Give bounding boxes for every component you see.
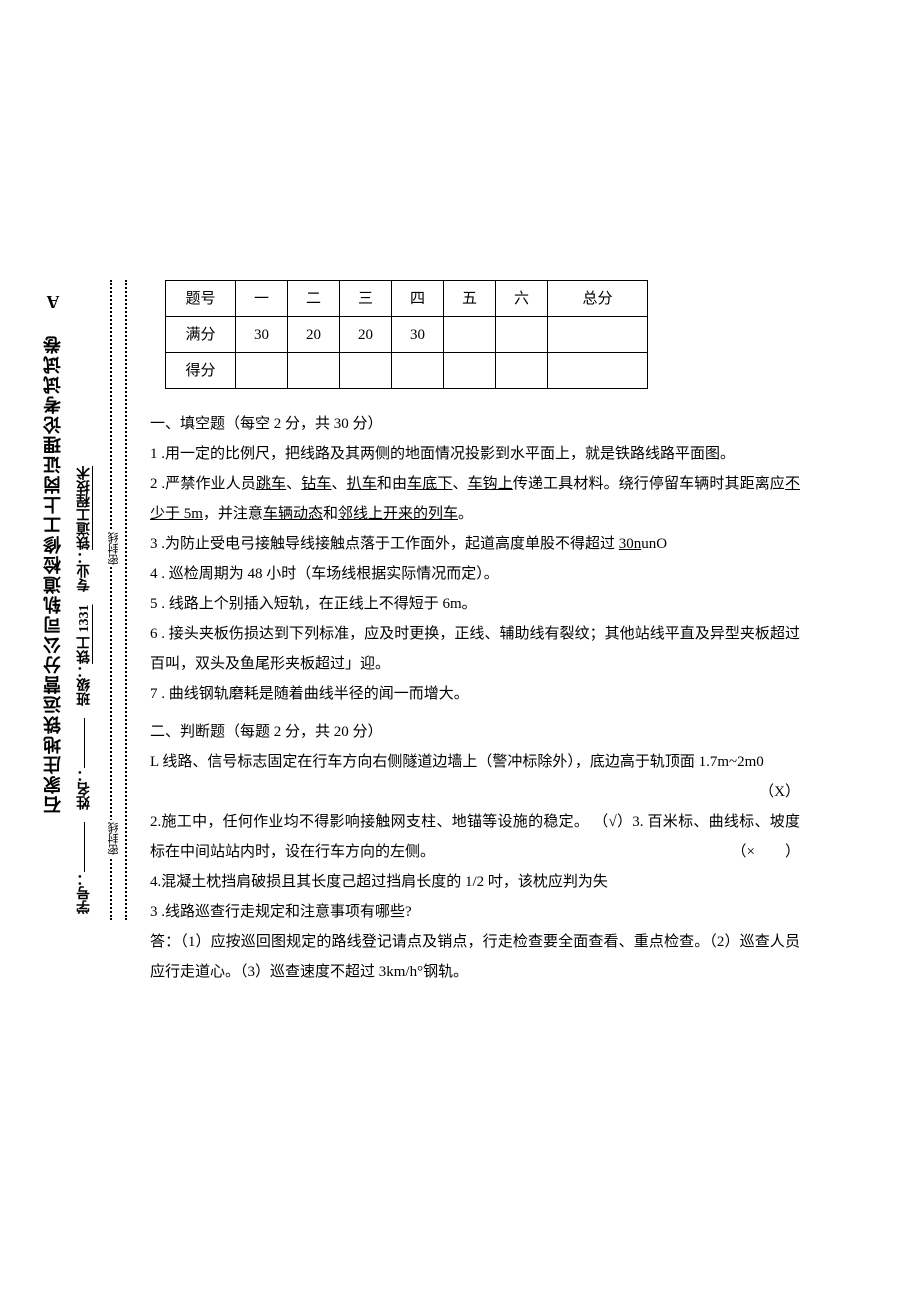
q2-1: L 线路、信号标志固定在行车方向右侧隧道边墙上（警冲标除外），底边高于轨顶面 1…	[150, 747, 800, 807]
class-label: 班级：	[77, 664, 92, 706]
major-value: 铁道工程技术	[77, 467, 92, 551]
cell: 30	[236, 317, 288, 353]
section-2-title: 二、判断题（每题 2 分，共 20 分）	[150, 717, 800, 747]
cell: 一	[236, 281, 288, 317]
cell: 六	[496, 281, 548, 317]
seal-line-2	[125, 280, 127, 920]
seal-label-2: 密封线	[106, 530, 122, 567]
cell	[236, 353, 288, 389]
cell: 20	[288, 317, 340, 353]
table-row: 题号 一 二 三 四 五 六 总分	[166, 281, 648, 317]
q1-1: 1 .用一定的比例尺，把线路及其两侧的地面情况投影到水平面上，就是铁路线路平面图…	[150, 439, 800, 469]
cell: 四	[392, 281, 444, 317]
cell: 总分	[548, 281, 648, 317]
cell	[340, 353, 392, 389]
major-label: 专业：	[77, 551, 92, 593]
exam-title-vertical: 石家庄地铁运营分公司轨道检修工上岗证理论考试试卷 A	[40, 290, 66, 814]
cell: 30	[392, 317, 444, 353]
cell: 二	[288, 281, 340, 317]
name-label: 姓名：	[77, 768, 92, 810]
table-row: 满分 30 20 20 30	[166, 317, 648, 353]
main-content: 题号 一 二 三 四 五 六 总分 满分 30 20 20 30 得分	[150, 280, 800, 987]
section-1-title: 一、填空题（每空 2 分，共 30 分）	[150, 409, 800, 439]
q1-5: 5 . 线路上个别插入短轨，在正线上不得短于 6m。	[150, 589, 800, 619]
q1-2: 2 .严禁作业人员跳车、钻车、扒车和由车底下、车钩上传递工具材料。绕行停留车辆时…	[150, 469, 800, 529]
table-row: 得分	[166, 353, 648, 389]
cell: 20	[340, 317, 392, 353]
student-info-vertical: 学号： 姓名： 班级：铁工 1331 专业：铁道工程技术	[75, 280, 95, 920]
cell	[496, 353, 548, 389]
id-label: 学号：	[77, 872, 92, 914]
seal-label-1: 密封线	[106, 820, 122, 857]
cell	[392, 353, 444, 389]
cell: 三	[340, 281, 392, 317]
id-blank	[85, 822, 86, 872]
cell	[444, 317, 496, 353]
cell	[548, 317, 648, 353]
cell: 题号	[166, 281, 236, 317]
cell	[288, 353, 340, 389]
q1-6: 6 . 接头夹板伤损达到下列标准，应及时更换，正线、辅助线有裂纹；其他站线平直及…	[150, 619, 800, 679]
cell	[548, 353, 648, 389]
q3-answer: 答：（1）应按巡回图规定的路线登记请点及销点，行走检查要全面查看、重点检查。（2…	[150, 927, 800, 987]
q1-3: 3 .为防止受电弓接触导线接触点落于工作面外，起道高度单股不得超过 30nunO	[150, 529, 800, 559]
cell	[496, 317, 548, 353]
cell: 五	[444, 281, 496, 317]
cell: 得分	[166, 353, 236, 389]
q1-4: 4 . 巡检周期为 48 小时（车场线根据实际情况而定）。	[150, 559, 800, 589]
cell	[444, 353, 496, 389]
q2-4: 4.混凝土枕挡肩破损且其长度己超过挡肩长度的 1/2 吋，该枕应判为失	[150, 867, 800, 897]
class-value: 铁工 1331	[77, 605, 92, 665]
q1-7: 7 . 曲线钢轨磨耗是随着曲线半径的闻一而增大。	[150, 679, 800, 709]
q3-title: 3 .线路巡查行走规定和注意事项有哪些?	[150, 897, 800, 927]
q2-2-3: 2.施工中，任何作业均不得影响接触网支柱、地锚等设施的稳定。 （√）3. 百米标…	[150, 807, 800, 867]
cell: 满分	[166, 317, 236, 353]
name-blank	[85, 718, 86, 768]
score-table: 题号 一 二 三 四 五 六 总分 满分 30 20 20 30 得分	[165, 280, 648, 389]
